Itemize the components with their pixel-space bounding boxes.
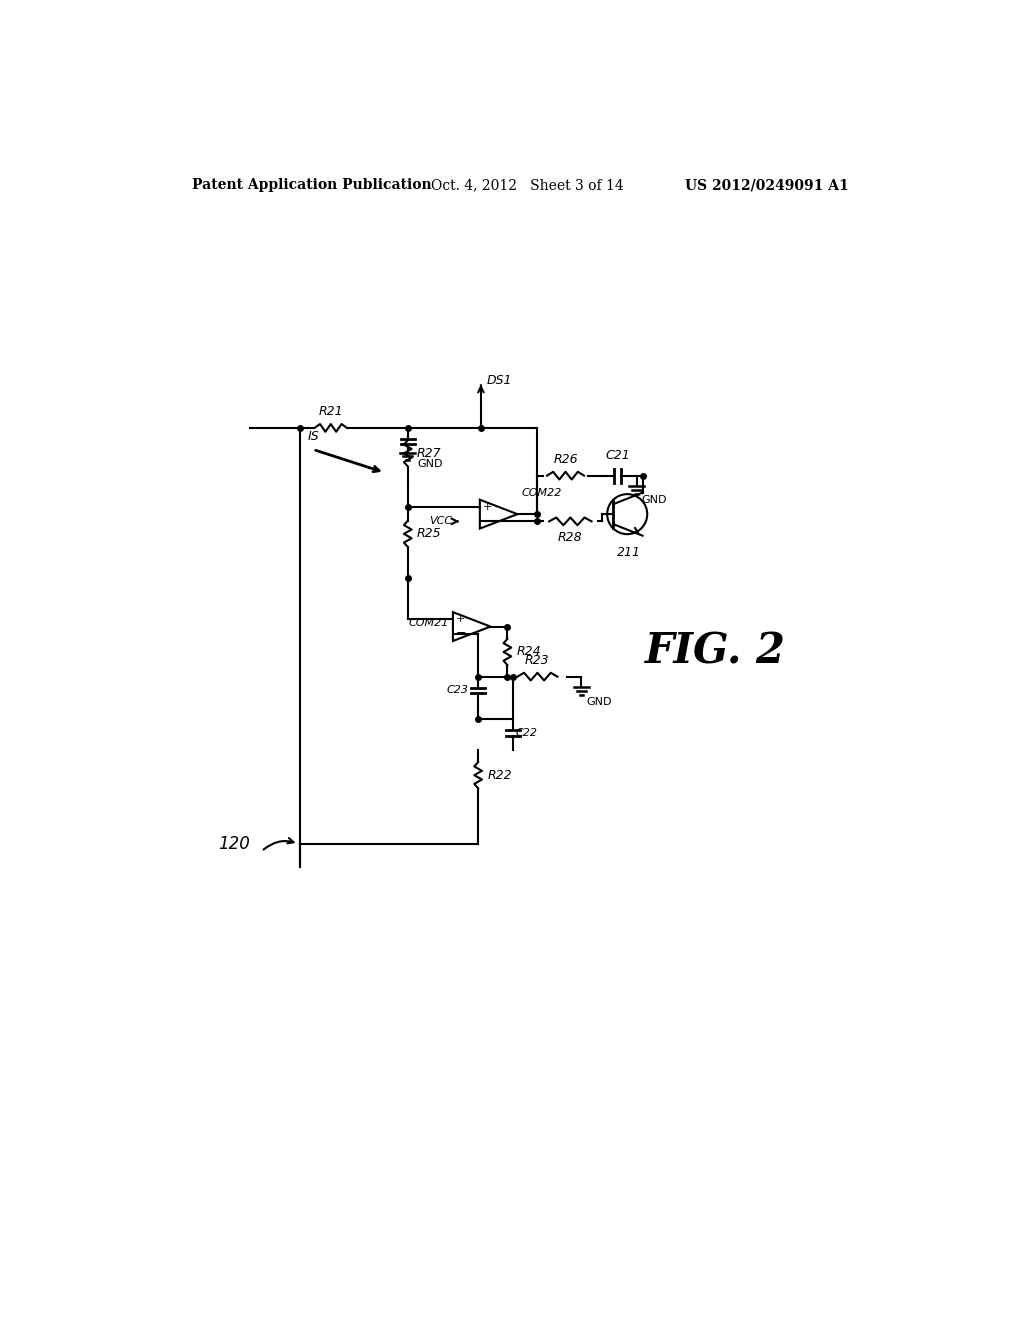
Text: C23: C23 [446,685,469,696]
Text: COM22: COM22 [521,488,562,499]
Text: Oct. 4, 2012   Sheet 3 of 14: Oct. 4, 2012 Sheet 3 of 14 [431,178,624,193]
Text: +: + [456,614,465,624]
Text: +: + [483,502,493,512]
Text: R22: R22 [487,768,512,781]
Text: −: − [482,515,493,528]
Text: GND: GND [586,697,611,706]
Text: 120: 120 [218,834,250,853]
Text: DS1: DS1 [487,374,513,387]
Text: C21: C21 [605,449,630,462]
Text: COM21: COM21 [409,618,450,628]
Text: FIG. 2: FIG. 2 [645,630,786,672]
Text: R27: R27 [417,446,441,459]
Text: −: − [456,627,466,640]
Text: GND: GND [641,495,667,504]
Text: R23: R23 [525,655,550,668]
Text: R26: R26 [553,453,578,466]
Text: US 2012/0249091 A1: US 2012/0249091 A1 [685,178,849,193]
Text: R25: R25 [417,528,441,540]
Text: GND: GND [417,459,442,469]
Text: R21: R21 [318,405,343,418]
Text: 211: 211 [616,546,641,560]
Text: VCC: VCC [429,516,453,527]
Text: IS: IS [307,430,319,444]
Text: C22: C22 [516,727,538,738]
Text: Patent Application Publication: Patent Application Publication [193,178,432,193]
Text: R28: R28 [558,532,583,544]
Text: R24: R24 [517,645,542,659]
